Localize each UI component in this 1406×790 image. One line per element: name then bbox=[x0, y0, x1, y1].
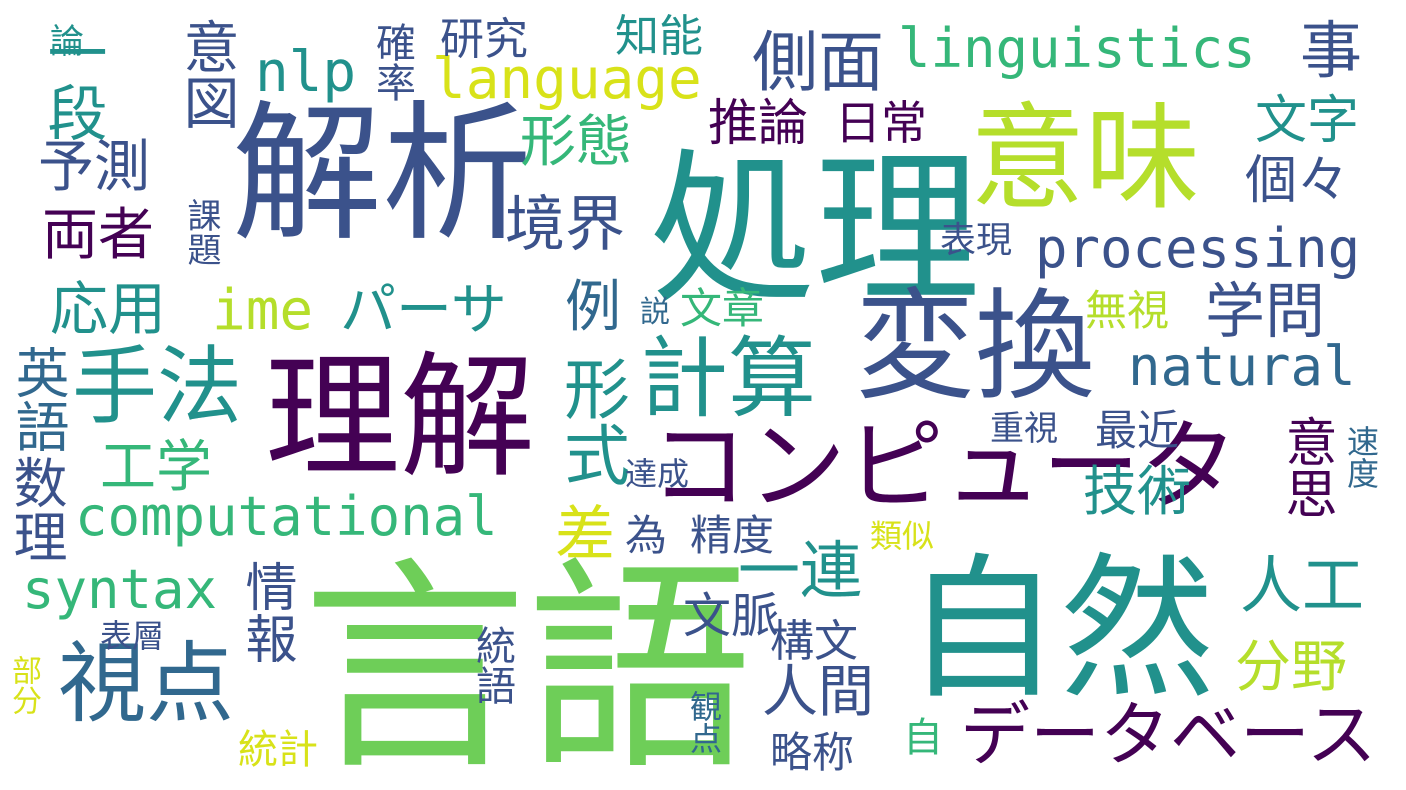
cloud-word: 表現 bbox=[940, 220, 1013, 261]
cloud-word: 形態 bbox=[520, 110, 632, 175]
cloud-word: syntax bbox=[22, 558, 218, 621]
cloud-word: 意思 bbox=[1276, 415, 1336, 519]
cloud-word: 部分 bbox=[6, 655, 41, 715]
cloud-word: 類似 bbox=[870, 517, 935, 555]
cloud-word: 研究 bbox=[440, 14, 528, 65]
cloud-word: 課題 bbox=[181, 198, 221, 266]
cloud-word: 意図 bbox=[174, 18, 239, 130]
cloud-word: 達成 bbox=[625, 455, 690, 493]
cloud-word: コンピュータ bbox=[650, 410, 1239, 524]
cloud-word: nlp bbox=[255, 40, 357, 105]
cloud-word: 処理 bbox=[650, 134, 980, 326]
cloud-word: linguistics bbox=[898, 17, 1256, 80]
cloud-word: 言語 bbox=[302, 539, 752, 790]
cloud-word: 速度 bbox=[1342, 425, 1380, 489]
cloud-word: データベース bbox=[960, 694, 1377, 776]
cloud-word: 為 bbox=[625, 511, 668, 560]
cloud-word: 精度 bbox=[690, 511, 775, 560]
cloud-word: 解析 bbox=[232, 88, 533, 262]
cloud-word: 日常 bbox=[835, 96, 927, 150]
cloud-word: ime bbox=[212, 278, 314, 343]
cloud-word: 個々 bbox=[1245, 151, 1350, 211]
cloud-word: 一連 bbox=[738, 534, 863, 607]
cloud-word: 応用 bbox=[50, 275, 167, 343]
cloud-word: 例 bbox=[565, 275, 621, 340]
cloud-word: 自 bbox=[903, 715, 943, 761]
cloud-word: 学問 bbox=[1205, 277, 1325, 347]
cloud-word: 文脈 bbox=[683, 588, 780, 644]
cloud-word: パーサ bbox=[340, 278, 507, 343]
cloud-word: 意味 bbox=[970, 92, 1201, 226]
cloud-word: language bbox=[432, 47, 702, 112]
cloud-word: 工学 bbox=[100, 435, 212, 500]
cloud-word: 最近 bbox=[1095, 406, 1180, 455]
cloud-word: 重視 bbox=[990, 409, 1058, 449]
cloud-word: 両者 bbox=[42, 203, 154, 268]
cloud-word: 統計 bbox=[238, 727, 318, 773]
cloud-word: 自然 bbox=[905, 539, 1215, 720]
cloud-word: 変換 bbox=[855, 278, 1095, 417]
cloud-word: 視点 bbox=[58, 632, 235, 735]
cloud-word: 確率 bbox=[369, 22, 415, 102]
cloud-word: 分野 bbox=[1235, 635, 1347, 700]
cloud-word: processing bbox=[1035, 217, 1361, 280]
cloud-word: 観点 bbox=[685, 690, 723, 754]
cloud-word: 人間 bbox=[762, 660, 874, 725]
cloud-word: 論 bbox=[50, 22, 84, 62]
cloud-word: 計算 bbox=[640, 327, 817, 430]
cloud-word: computational bbox=[75, 485, 498, 548]
cloud-word: 境界 bbox=[505, 190, 625, 260]
cloud-word: 略称 bbox=[770, 728, 855, 777]
cloud-word: 数理 bbox=[4, 455, 67, 563]
cloud-word: 予測 bbox=[38, 135, 150, 200]
cloud-word: 手法 bbox=[72, 338, 243, 437]
cloud-word: 一段 bbox=[37, 22, 107, 142]
cloud-word: 事 bbox=[1300, 14, 1363, 87]
cloud-word: 表層 bbox=[100, 617, 165, 655]
cloud-word: 技術 bbox=[1083, 460, 1191, 523]
cloud-word: 情報 bbox=[236, 560, 296, 664]
cloud-word: 構文 bbox=[770, 616, 858, 667]
cloud-word: 知能 bbox=[615, 11, 703, 62]
cloud-word: 統語 bbox=[469, 625, 515, 705]
cloud-word: 説 bbox=[640, 295, 670, 330]
cloud-word: 理解 bbox=[265, 339, 535, 496]
cloud-word: 英語 bbox=[6, 345, 69, 453]
cloud-word: 無視 bbox=[1085, 286, 1170, 335]
cloud-word: 側面 bbox=[752, 24, 884, 101]
cloud-word: 推論 bbox=[708, 94, 808, 152]
cloud-word: natural bbox=[1128, 335, 1356, 398]
cloud-word: 差 bbox=[555, 500, 615, 570]
cloud-word: 人工 bbox=[1240, 549, 1365, 622]
cloud-word: 文章 bbox=[680, 284, 765, 333]
cloud-word: 文字 bbox=[1255, 91, 1360, 151]
cloud-word: 形式 bbox=[553, 355, 630, 487]
